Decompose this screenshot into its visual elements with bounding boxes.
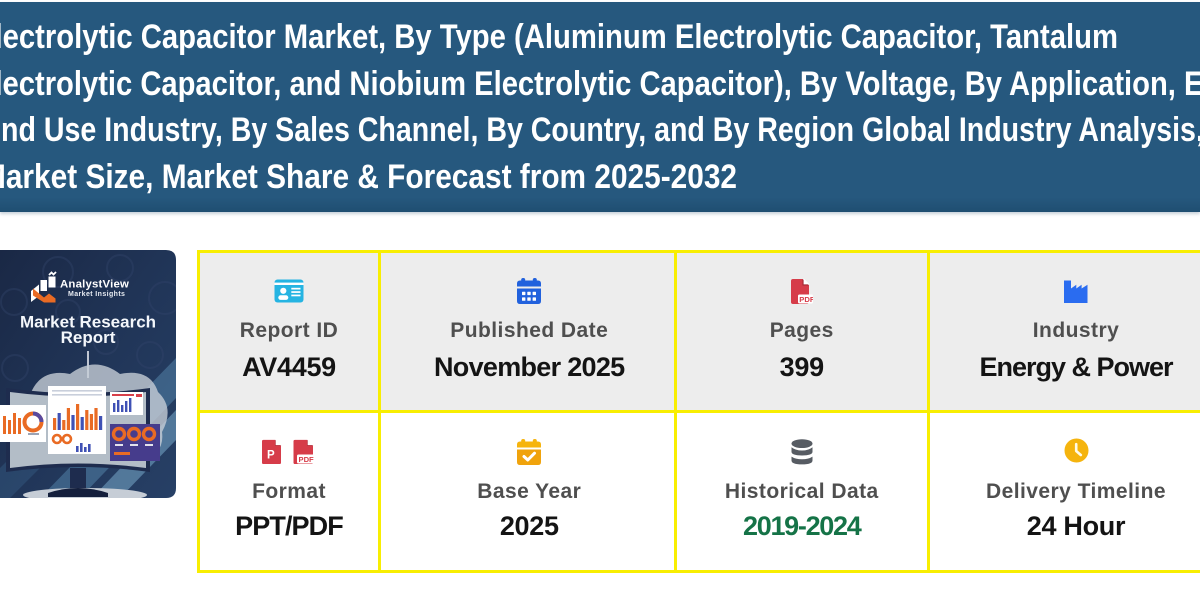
svg-text:Market Insights: Market Insights bbox=[68, 291, 125, 298]
svg-text:P: P bbox=[267, 450, 275, 462]
svg-text:AnalystView: AnalystView bbox=[60, 279, 129, 291]
svg-text:PDF: PDF bbox=[800, 295, 814, 304]
svg-text:PDF: PDF bbox=[299, 455, 315, 464]
svg-text:Market Research: Market Research bbox=[20, 313, 156, 332]
svg-text:Report: Report bbox=[61, 328, 116, 347]
